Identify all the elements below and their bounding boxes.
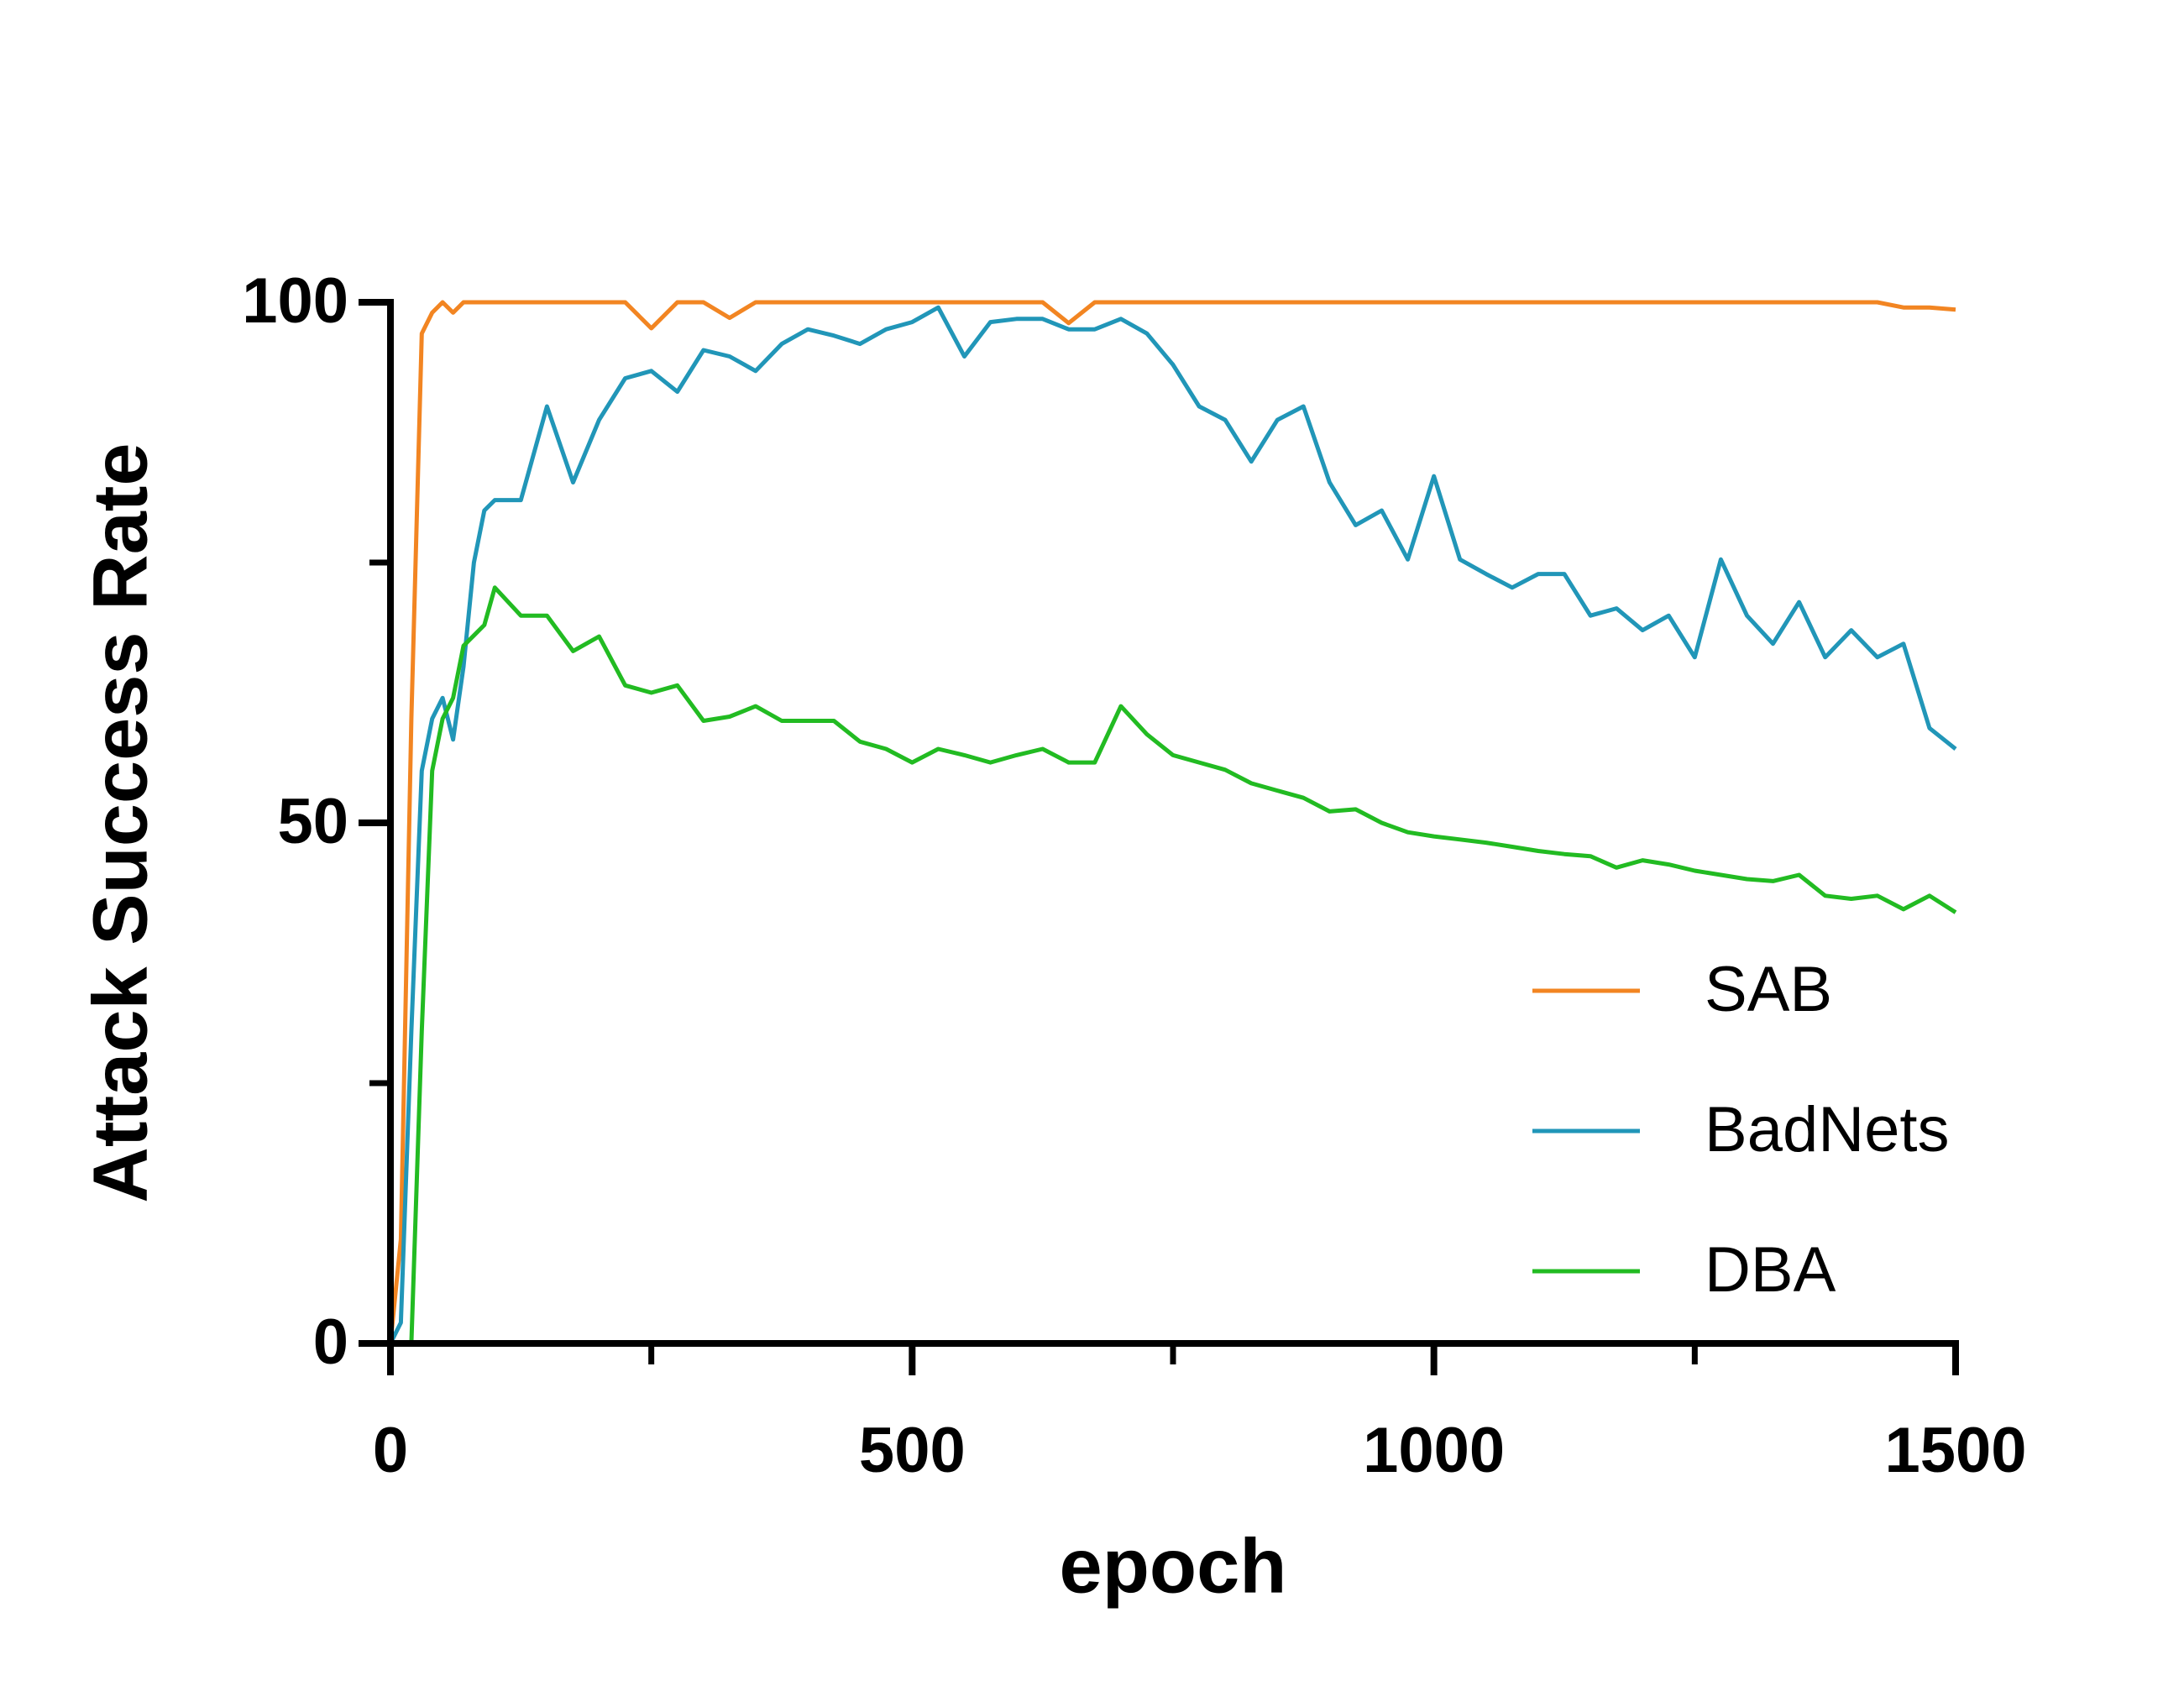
legend-label: BadNets bbox=[1705, 1094, 1950, 1165]
legend-label: SAB bbox=[1705, 954, 1832, 1025]
series-line bbox=[388, 305, 1957, 1345]
series-line bbox=[390, 585, 1957, 1346]
x-axis-label: epoch bbox=[1060, 1523, 1287, 1609]
y-axis-label: Attack Success Rate bbox=[77, 442, 163, 1202]
y-tick-label: 100 bbox=[242, 265, 348, 337]
x-tick-label: 500 bbox=[859, 1415, 966, 1486]
y-tick-label: 50 bbox=[277, 786, 348, 857]
legend-label: DBA bbox=[1705, 1234, 1836, 1306]
x-tick-label: 1000 bbox=[1363, 1415, 1505, 1486]
x-tick-label: 1500 bbox=[1884, 1415, 2026, 1486]
series-line bbox=[388, 300, 1956, 1344]
y-tick-label: 0 bbox=[313, 1306, 348, 1378]
x-tick-label: 0 bbox=[373, 1415, 408, 1486]
